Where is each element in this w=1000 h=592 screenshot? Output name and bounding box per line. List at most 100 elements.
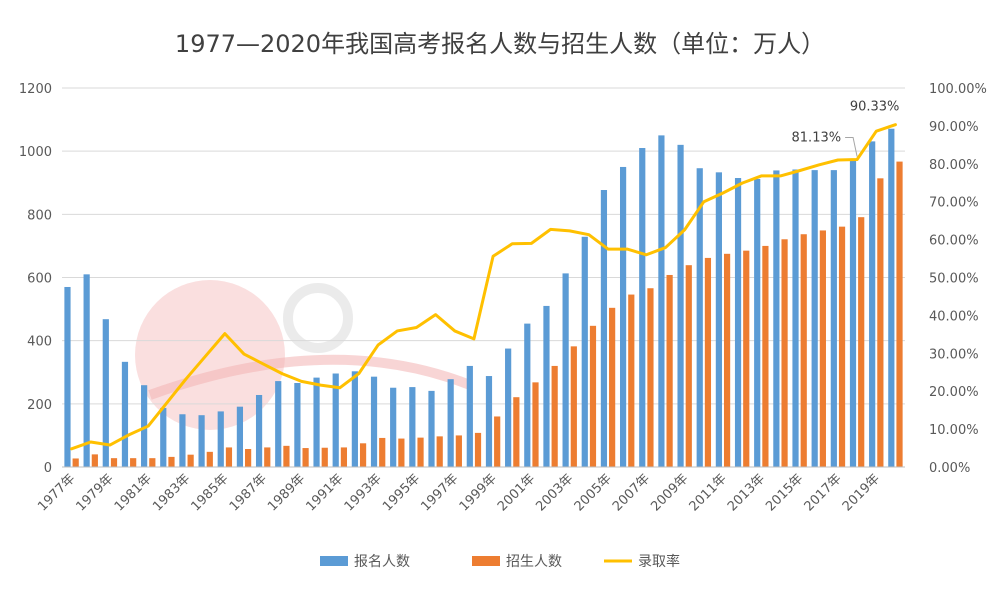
bar-admitted [302, 448, 309, 467]
bar-applicants [658, 135, 665, 468]
bar-admitted [264, 447, 271, 467]
bar-applicants [830, 170, 837, 467]
y-right-tick-label: 40.00% [929, 309, 979, 324]
bar-applicants [505, 348, 512, 467]
bar-admitted [110, 458, 118, 467]
watermark-logo [135, 280, 472, 430]
bar-admitted [762, 245, 769, 467]
y-right-tick-label: 70.00% [929, 196, 979, 211]
bar-applicants [600, 190, 608, 467]
bar-applicants [198, 415, 205, 467]
bar-applicants [562, 273, 569, 467]
bar-applicants [734, 178, 742, 467]
bar-admitted [781, 239, 788, 467]
bar-applicants [332, 373, 339, 467]
y-left-tick-label: 1000 [19, 145, 52, 160]
bar-admitted [532, 382, 539, 467]
bar-admitted [551, 365, 558, 467]
y-right-tick-label: 100.00% [929, 82, 987, 97]
bar-admitted [72, 458, 79, 467]
y-left-tick-label: 400 [27, 335, 52, 350]
bar-admitted [896, 161, 903, 467]
bar-applicants [409, 387, 416, 467]
bar-admitted [723, 253, 731, 467]
bar-admitted [513, 397, 520, 467]
bar-applicants [102, 319, 109, 467]
bar-applicants [524, 323, 531, 467]
bar-admitted [455, 435, 462, 467]
bar-admitted [647, 288, 654, 467]
bar-admitted [321, 447, 328, 467]
watermark-swoosh [148, 354, 472, 400]
bar-admitted [877, 178, 884, 467]
bar-applicants [351, 371, 358, 467]
bar-applicants [754, 178, 761, 467]
bar-applicants [83, 274, 90, 467]
bar-admitted [225, 447, 233, 467]
bar-admitted [609, 307, 616, 467]
y-right-tick-label: 50.00% [929, 272, 979, 287]
bar-admitted [206, 451, 213, 467]
y-right-tick-label: 10.00% [929, 423, 979, 438]
bar-applicants [179, 414, 186, 467]
bar-admitted [283, 445, 290, 467]
bar-applicants [869, 141, 876, 467]
y-right-tick-label: 80.00% [929, 158, 979, 173]
bar-admitted [704, 257, 712, 467]
bar-applicants [715, 172, 722, 467]
bar-applicants [236, 406, 244, 467]
bar-applicants [466, 365, 473, 467]
bar-applicants [294, 382, 301, 467]
bar-admitted [398, 438, 405, 467]
bar-admitted [666, 274, 673, 467]
bar-applicants [428, 390, 435, 467]
watermark-o [283, 283, 353, 353]
bar-applicants [849, 159, 857, 467]
y-left-tick-label: 800 [27, 208, 52, 223]
y-right-tick-label: 20.00% [929, 385, 979, 400]
annotations: 81.13% 90.33% [792, 100, 900, 157]
watermark-circle [135, 280, 285, 430]
bar-applicants [811, 170, 818, 467]
bar-applicants [581, 236, 588, 467]
bar-applicants [313, 377, 320, 467]
chart-title: 1977—2020年我国高考报名人数与招生人数（单位：万人） [175, 30, 825, 58]
bar-applicants [255, 394, 263, 467]
annotation-label: 90.33% [850, 100, 900, 115]
bar-admitted [245, 449, 252, 467]
bar-applicants [677, 144, 684, 467]
bar-admitted [340, 447, 348, 467]
bar-admitted [628, 294, 635, 467]
y-left-tick-label: 0 [44, 461, 52, 476]
bar-admitted [743, 250, 750, 467]
bar-admitted [91, 454, 98, 467]
bar-applicants [370, 376, 378, 467]
line-series [70, 123, 897, 451]
y-left-tick-label: 200 [27, 398, 52, 413]
annotation-leader [845, 137, 858, 157]
bar-admitted [436, 436, 443, 467]
bar-applicants [543, 305, 550, 467]
legend-label: 招生人数 [506, 554, 562, 570]
bar-applicants [792, 169, 799, 468]
y-right-tick-label: 0.00% [929, 461, 970, 476]
legend-swatch [320, 556, 348, 566]
bar-applicants [141, 385, 148, 467]
bar-admitted [819, 230, 826, 467]
annotation-label: 81.13% [792, 131, 842, 146]
bar-admitted [149, 458, 156, 467]
bar-admitted [168, 456, 175, 467]
bar-admitted [685, 265, 692, 467]
bar-admitted [494, 416, 501, 467]
y-right-tick-label: 30.00% [929, 347, 979, 362]
admission-rate-line [70, 123, 897, 451]
bar-applicants [64, 286, 71, 467]
bar-admitted [359, 443, 367, 467]
bar-admitted [130, 458, 137, 467]
bar-admitted [838, 226, 846, 467]
bar-applicants [485, 376, 493, 467]
bar-applicants [888, 128, 895, 468]
bar-admitted [570, 346, 577, 467]
